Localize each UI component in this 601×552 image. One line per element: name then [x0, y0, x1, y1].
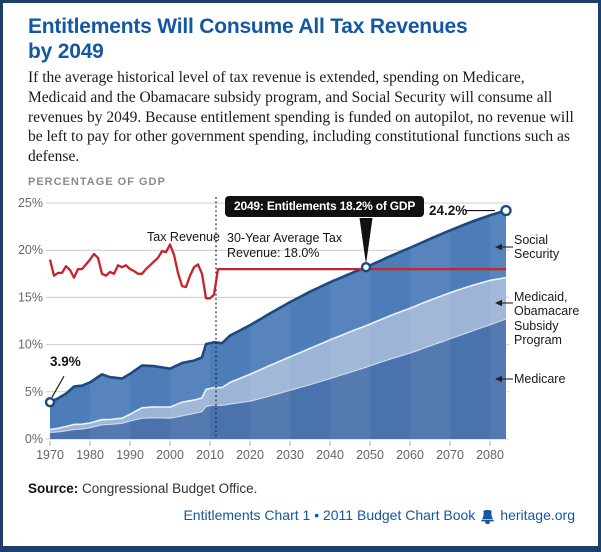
heritage-link[interactable]: heritage.org [500, 507, 575, 523]
page-title-line2: by 2049 [28, 39, 104, 63]
svg-text:2000: 2000 [156, 448, 184, 462]
svg-text:5%: 5% [25, 385, 43, 399]
svg-text:2050: 2050 [356, 448, 384, 462]
intro-paragraph: If the average historical level of tax r… [28, 69, 574, 166]
legend-medicare: Medicare [514, 372, 566, 386]
y-axis-title: PERCENTAGE OF GDP [28, 176, 166, 188]
source-note: Source: Congressional Budget Office. [28, 481, 257, 496]
average-tax-revenue-label: 30-Year Average Tax Revenue: 18.0% [227, 231, 342, 262]
svg-text:2080: 2080 [476, 448, 504, 462]
footer-credit: Entitlements Chart 1 • 2011 Budget Chart… [183, 507, 575, 524]
svg-text:20%: 20% [18, 243, 43, 257]
svg-text:0%: 0% [25, 432, 43, 446]
source-label: Source: [28, 481, 79, 496]
average-tax-revenue-line1: 30-Year Average Tax [227, 231, 343, 245]
svg-text:10%: 10% [18, 338, 43, 352]
source-text: Congressional Budget Office. [82, 481, 258, 496]
svg-text:2040: 2040 [316, 448, 344, 462]
average-tax-revenue-line2: Revenue: 18.0% [227, 246, 320, 261]
callout-end-value: 24.2% [429, 203, 468, 218]
tax-revenue-series-label: Tax Revenue [147, 230, 220, 244]
svg-text:1980: 1980 [76, 448, 104, 462]
svg-text:2060: 2060 [396, 448, 424, 462]
svg-text:15%: 15% [18, 290, 43, 304]
legend-medicaid-obamacare: Medicaid, Obamacare Subsidy Program [514, 290, 580, 347]
page-title: Entitlements Will Consume All Tax Revenu… [28, 15, 580, 65]
svg-text:25%: 25% [18, 196, 43, 210]
svg-text:1990: 1990 [116, 448, 144, 462]
liberty-bell-icon [480, 509, 495, 524]
callout-2049-tooltip: 2049: Entitlements 18.2% of GDP [225, 196, 425, 217]
svg-text:1970: 1970 [36, 448, 64, 462]
credit-text: Entitlements Chart 1 • 2011 Budget Chart… [183, 507, 476, 523]
svg-text:2070: 2070 [436, 448, 464, 462]
svg-text:2020: 2020 [236, 448, 264, 462]
page-title-line1: Entitlements Will Consume All Tax Revenu… [28, 15, 468, 38]
svg-text:2030: 2030 [276, 448, 304, 462]
svg-text:2010: 2010 [196, 448, 224, 462]
legend-social-security: Social Security [514, 233, 560, 262]
callout-1970-value: 3.9% [50, 354, 81, 369]
